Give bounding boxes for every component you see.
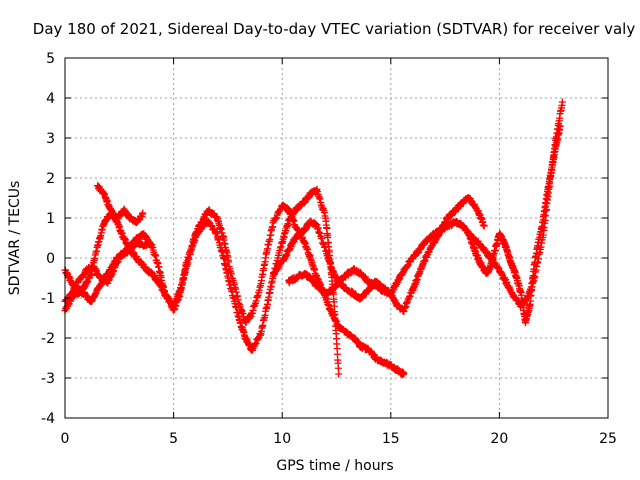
y-tick-label: 5: [46, 51, 55, 67]
data-point: [480, 222, 488, 230]
data-point: [400, 370, 408, 378]
data-points: [61, 98, 566, 379]
x-tick-label: 5: [169, 431, 178, 447]
data-point: [333, 350, 341, 358]
y-tick-label: 4: [46, 91, 55, 107]
x-tick-label: 25: [599, 431, 617, 447]
y-tick-label: 1: [46, 211, 55, 227]
series-track-4: [61, 98, 566, 315]
chart-title: Day 180 of 2021, Sidereal Day-to-day VTE…: [33, 20, 636, 38]
data-point: [331, 316, 339, 324]
data-point: [556, 122, 564, 130]
x-tick-label: 15: [382, 431, 400, 447]
data-point: [335, 370, 343, 378]
y-tick-label: 2: [46, 171, 55, 187]
y-tick-label: 0: [46, 251, 55, 267]
plot-frame: [64, 57, 609, 419]
x-tick-label: 0: [61, 431, 70, 447]
data-point: [558, 98, 566, 106]
x-tick-label: 20: [490, 431, 508, 447]
axis-ticks: 0 5 10 15 20 25 -4 -3 -2 -1 0 1 2 3 4 5: [41, 51, 617, 447]
y-axis-label: SDTVAR / TECUs: [7, 181, 23, 296]
series-track-5: [465, 122, 564, 327]
y-tick-label: -4: [41, 411, 55, 427]
y-tick-label: -1: [41, 291, 55, 307]
data-point: [139, 209, 147, 217]
series-track-2: [94, 182, 343, 378]
y-tick-label: -3: [41, 371, 55, 387]
data-point: [145, 240, 153, 248]
data-point: [331, 310, 339, 318]
x-axis-label: GPS time / hours: [276, 458, 393, 474]
y-tick-label: 3: [46, 131, 55, 147]
x-tick-label: 10: [273, 431, 291, 447]
y-tick-label: -2: [41, 331, 55, 347]
